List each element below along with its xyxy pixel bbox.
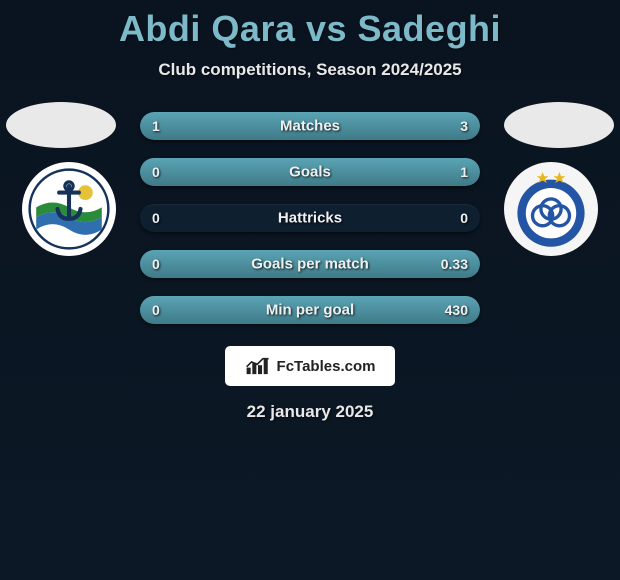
brand-text: FcTables.com xyxy=(277,358,376,375)
stat-value-left: 0 xyxy=(152,302,160,318)
fctables-brand[interactable]: FcTables.com xyxy=(225,346,395,386)
stat-bar-fill-right xyxy=(225,112,480,140)
stat-label: Hattricks xyxy=(278,210,342,227)
stat-value-right: 430 xyxy=(445,302,468,318)
stat-value-right: 3 xyxy=(460,118,468,134)
comparison-subtitle: Club competitions, Season 2024/2025 xyxy=(0,60,620,80)
stat-bar: 0 0 Hattricks xyxy=(140,204,480,232)
malavan-crest-icon xyxy=(28,168,110,250)
stat-bars: 1 3 Matches 0 1 Goals 0 0 Hattricks 0 0.33 Goals pe… xyxy=(140,112,480,342)
comparison-date: 22 january 2025 xyxy=(247,402,374,422)
stat-value-left: 0 xyxy=(152,256,160,272)
player-avatar-right xyxy=(504,102,614,148)
stat-bar: 0 1 Goals xyxy=(140,158,480,186)
player-avatar-left xyxy=(6,102,116,148)
stat-bar: 1 3 Matches xyxy=(140,112,480,140)
esteghlal-crest-icon xyxy=(509,167,593,251)
stat-label: Min per goal xyxy=(266,302,354,319)
stat-label: Matches xyxy=(280,118,340,135)
stat-label: Goals per match xyxy=(251,256,369,273)
stat-label: Goals xyxy=(289,164,331,181)
stat-value-left: 0 xyxy=(152,164,160,180)
club-crest-left xyxy=(22,162,116,256)
stat-value-right: 1 xyxy=(460,164,468,180)
comparison-title: Abdi Qara vs Sadeghi xyxy=(0,0,620,50)
stat-value-left: 0 xyxy=(152,210,160,226)
club-crest-right xyxy=(504,162,598,256)
stat-value-right: 0 xyxy=(460,210,468,226)
stat-bar: 0 430 Min per goal xyxy=(140,296,480,324)
stat-value-left: 1 xyxy=(152,118,160,134)
stat-bar: 0 0.33 Goals per match xyxy=(140,250,480,278)
stat-value-right: 0.33 xyxy=(441,256,468,272)
bar-chart-icon xyxy=(245,356,271,376)
